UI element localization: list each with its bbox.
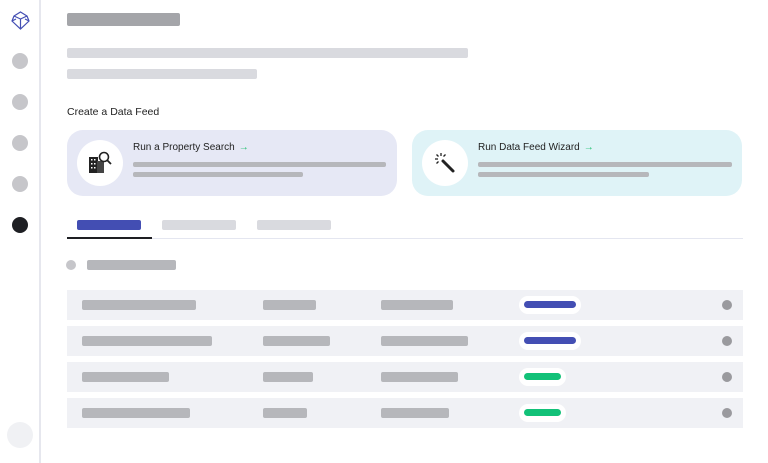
section-dot: [66, 260, 76, 270]
card-desc-line: [133, 162, 386, 167]
section-title: Create a Data Feed: [67, 106, 160, 118]
sidebar-item-1[interactable]: [12, 53, 28, 69]
cell-name: [82, 408, 190, 418]
user-avatar[interactable]: [7, 422, 33, 448]
list-heading-placeholder: [87, 260, 176, 270]
row-menu-icon[interactable]: [722, 372, 732, 382]
row-menu-icon[interactable]: [722, 408, 732, 418]
cell-2: [263, 300, 316, 310]
status-badge: [519, 296, 581, 314]
card-title: Run Data Feed Wizard: [478, 142, 580, 153]
tab-3[interactable]: [257, 220, 331, 230]
page-title-placeholder: [67, 13, 180, 26]
cell-name: [82, 372, 169, 382]
tabs-divider: [67, 238, 743, 239]
description-line-1: [67, 48, 468, 58]
table-row[interactable]: [67, 398, 743, 428]
sidebar-item-2[interactable]: [12, 94, 28, 110]
status-badge: [519, 404, 566, 422]
sidebar-item-4[interactable]: [12, 176, 28, 192]
table-row[interactable]: [67, 326, 743, 356]
card-desc-line: [478, 172, 649, 177]
card-desc-line: [133, 172, 303, 177]
data-feed-wizard-card[interactable]: Run Data Feed Wizard →: [412, 130, 742, 196]
row-menu-icon[interactable]: [722, 336, 732, 346]
cell-name: [82, 300, 196, 310]
cell-2: [263, 372, 313, 382]
tab-active[interactable]: [77, 220, 141, 230]
active-tab-underline: [67, 237, 152, 239]
sidebar-item-active[interactable]: [12, 217, 28, 233]
building-search-icon: [77, 140, 123, 186]
sidebar: [0, 0, 41, 463]
magic-wand-icon: [422, 140, 468, 186]
arrow-right-icon: →: [238, 142, 249, 153]
table-row[interactable]: [67, 290, 743, 320]
logo-icon[interactable]: [10, 10, 31, 31]
cell-3: [381, 300, 453, 310]
cell-3: [381, 408, 449, 418]
property-search-card[interactable]: Run a Property Search →: [67, 130, 397, 196]
cell-name: [82, 336, 212, 346]
status-badge: [519, 332, 581, 350]
description-line-2: [67, 69, 257, 79]
card-title: Run a Property Search: [133, 142, 235, 153]
cell-2: [263, 408, 307, 418]
sidebar-item-3[interactable]: [12, 135, 28, 151]
arrow-right-icon: →: [583, 142, 594, 153]
status-badge: [519, 368, 566, 386]
cell-3: [381, 372, 458, 382]
row-menu-icon[interactable]: [722, 300, 732, 310]
tab-2[interactable]: [162, 220, 236, 230]
cell-2: [263, 336, 330, 346]
table-row[interactable]: [67, 362, 743, 392]
card-desc-line: [478, 162, 732, 167]
cell-3: [381, 336, 468, 346]
